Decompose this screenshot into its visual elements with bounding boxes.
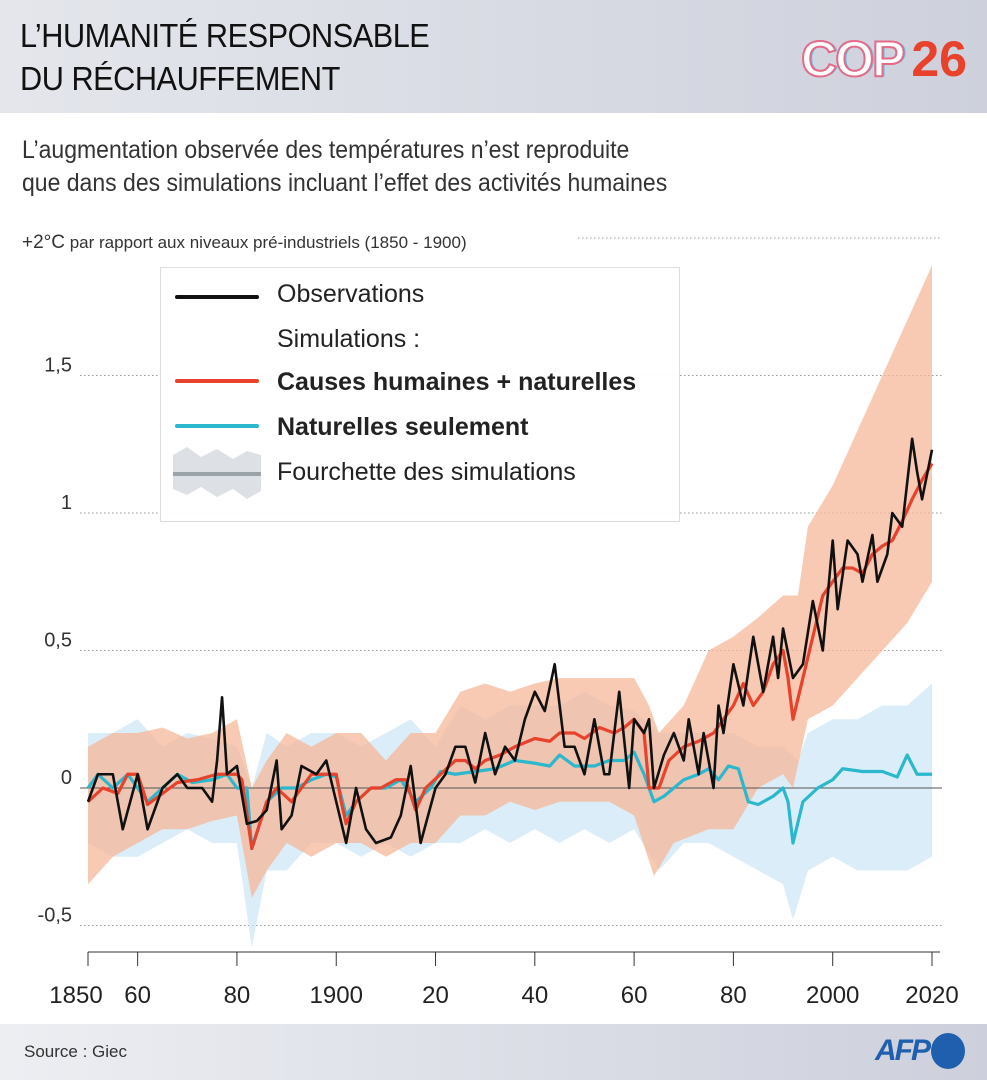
y-axis-label-rest: par rapport aux niveaux pré-industriels …: [69, 233, 467, 252]
chart: -0,5 0 0,5 1 1,5 1850 60 80 1900 20 40 60 80 2000 2020: [38, 237, 959, 1009]
cop-logo-text: COP: [800, 30, 906, 88]
subtitle: L’augmentation observée des températures…: [22, 134, 667, 200]
y-axis-label: +2°C par rapport aux niveaux pré-industr…: [22, 232, 467, 254]
range-band-human-natural: [88, 265, 932, 898]
x-tick-label: 80: [224, 982, 251, 1009]
x-tick-label: 2000: [806, 982, 859, 1009]
y-tick-label: -0,5: [38, 905, 72, 927]
cop-logo-number: 26: [911, 31, 967, 87]
subtitle-line-1: L’augmentation observée des températures…: [22, 136, 630, 164]
y-tick-label: 0,5: [44, 630, 72, 652]
legend-range: Fourchette des simulations: [277, 458, 576, 486]
legend-swatch-observations: [175, 295, 259, 299]
legend-range-icon: [173, 447, 261, 499]
title-line-2: DU RÉCHAUFFEMENT: [20, 60, 340, 97]
page-title: L’HUMANITÉ RESPONSABLE DU RÉCHAUFFEMENT: [20, 14, 430, 100]
x-tick-label: 60: [124, 982, 151, 1009]
afp-logo-circle: [931, 1033, 965, 1069]
y-tick-label: 0: [61, 767, 72, 789]
legend-natural: Naturelles seulement: [277, 413, 529, 441]
series-natural: [86, 750, 932, 851]
title-line-1: L’HUMANITÉ RESPONSABLE: [20, 17, 430, 54]
x-tick-label: 80: [720, 982, 747, 1009]
cop26-logo: COP 26: [800, 30, 967, 88]
y-axis-label-main: +2°C: [22, 232, 65, 253]
legend-human-natural: Causes humaines + naturelles: [277, 368, 637, 396]
header: L’HUMANITÉ RESPONSABLE DU RÉCHAUFFEMENT …: [0, 0, 987, 113]
x-tick-label: 40: [521, 982, 548, 1009]
legend: Observations Simulations : Causes humain…: [160, 267, 680, 522]
subtitle-line-2: que dans des simulations incluant l’effe…: [22, 169, 668, 197]
afp-logo: AFP: [875, 1033, 965, 1069]
y-tick-label: 1: [61, 492, 72, 514]
x-tick-label: 20: [422, 982, 449, 1009]
x-tick-label: 2020: [905, 982, 958, 1009]
series-observations: [86, 437, 934, 845]
afp-logo-text: AFP: [875, 1034, 931, 1067]
legend-simulations-heading: Simulations :: [277, 325, 421, 353]
legend-swatch-natural: [175, 424, 259, 428]
legend-observations: Observations: [277, 280, 425, 308]
x-tick-label: 1850: [49, 982, 102, 1009]
y-tick-label: 1,5: [44, 355, 72, 377]
legend-swatch-human-natural: [175, 379, 259, 383]
series-human-natural: [86, 462, 934, 851]
x-tick-label: 60: [621, 982, 648, 1009]
source-text: Source : Giec: [24, 1042, 127, 1061]
footer: Source : Giec AFP: [0, 1024, 987, 1080]
x-tick-label: 1900: [310, 982, 363, 1009]
